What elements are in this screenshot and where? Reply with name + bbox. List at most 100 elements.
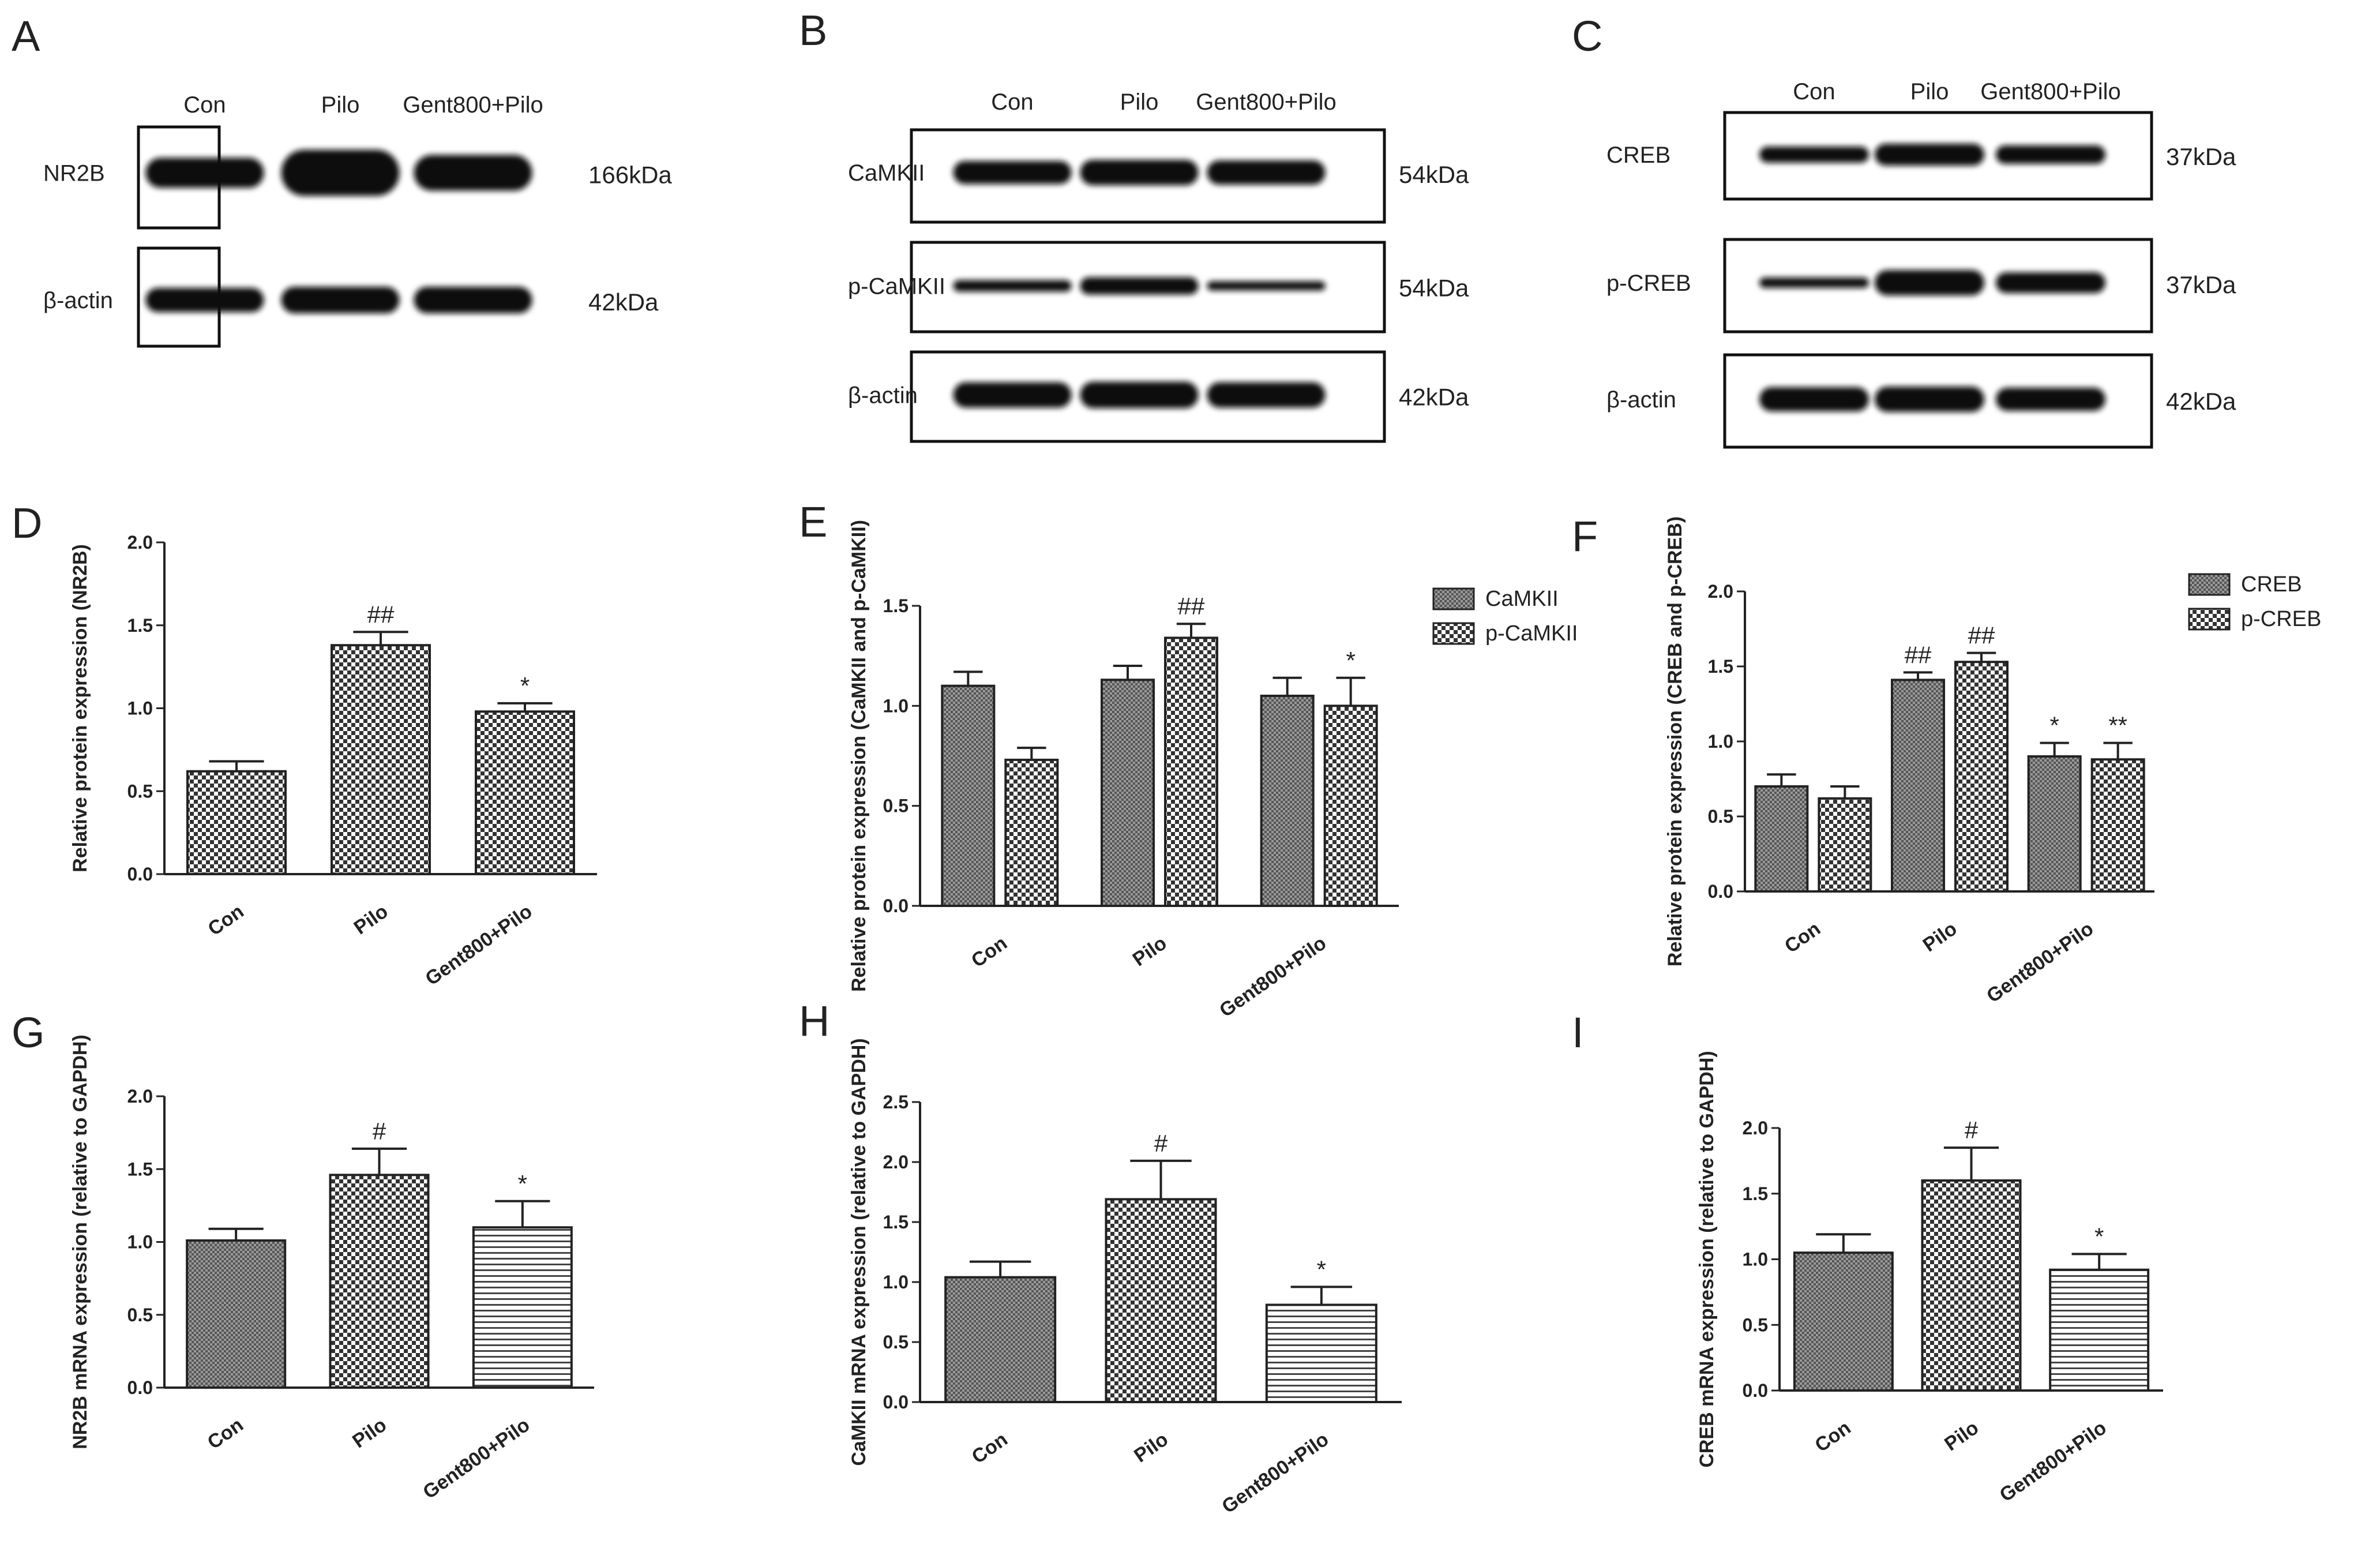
significance-mark: # bbox=[373, 1118, 386, 1145]
chart-panel-f: F 0.0 0.5 1.0 1.5 2.0 Relative protein express… bbox=[1572, 512, 2321, 1007]
panel-letter: A bbox=[12, 12, 40, 60]
panel-letter: B bbox=[799, 6, 827, 54]
protein-band bbox=[1759, 147, 1869, 163]
blot-size: 54kDa bbox=[1399, 161, 1469, 188]
blot-size: 42kDa bbox=[1399, 384, 1469, 411]
legend-swatch bbox=[1432, 587, 1475, 610]
protein-band bbox=[1759, 278, 1869, 288]
x-tick-label: Pilo bbox=[1919, 917, 1961, 956]
y-tick-label: 1.0 bbox=[883, 695, 909, 716]
blot-size: 37kDa bbox=[2166, 271, 2236, 298]
panel-letter: I bbox=[1572, 1009, 1584, 1056]
x-tick-label: Con bbox=[204, 900, 248, 940]
bar bbox=[1954, 661, 2009, 893]
bar bbox=[329, 1174, 430, 1389]
x-tick-label: Gent800+Pilo bbox=[1996, 1416, 2111, 1506]
protein-band bbox=[953, 280, 1072, 292]
legend-swatch bbox=[2188, 573, 2231, 596]
blot-size: 42kDa bbox=[2166, 388, 2236, 415]
x-tick-label: Pilo bbox=[1129, 932, 1171, 970]
blot-name: CaMKII bbox=[848, 160, 925, 186]
blot-name: p-CREB bbox=[1606, 271, 1691, 296]
x-tick-label: Gent800+Pilo bbox=[1218, 1428, 1332, 1517]
lane-label: Gent800+Pilo bbox=[1196, 89, 1337, 115]
bar bbox=[1265, 1303, 1377, 1404]
y-tick-label: 0.5 bbox=[1708, 806, 1733, 827]
chart-panel-h: H 0.0 0.5 1.0 1.5 2.0 2.5 CaMKII mRNA expressio… bbox=[799, 997, 1402, 1518]
x-tick-label: Pilo bbox=[1130, 1428, 1172, 1467]
protein-band bbox=[145, 158, 264, 188]
lane-label: Con bbox=[183, 92, 226, 118]
x-tick-label: Con bbox=[1781, 917, 1825, 957]
western-blot-panels: A Con Pilo Gent800+Pilo NR2B 166kDa β-actin 42k… bbox=[12, 6, 2236, 449]
protein-band bbox=[953, 161, 1072, 184]
y-tick-label: 1.5 bbox=[1708, 656, 1733, 677]
x-tick-label: Con bbox=[967, 932, 1011, 972]
chart-panel-g: G 0.0 0.5 1.0 1.5 2.0 NR2B mRNA expression (re… bbox=[12, 1009, 594, 1504]
significance-mark: * bbox=[2094, 1223, 2104, 1250]
blot-size: 42kDa bbox=[588, 288, 659, 316]
bar bbox=[941, 684, 996, 907]
protein-band bbox=[1080, 381, 1199, 409]
blot-name: NR2B bbox=[43, 161, 105, 186]
lane-label: Gent800+Pilo bbox=[1980, 79, 2121, 104]
bar-chart-panels: D 0.0 0.5 1.0 1.5 2.0 Relative protein express… bbox=[12, 498, 2321, 1518]
protein-band bbox=[953, 382, 1072, 408]
y-tick-label: 1.5 bbox=[127, 615, 153, 636]
bar bbox=[186, 1239, 287, 1389]
y-tick-label: 2.0 bbox=[1708, 581, 1733, 602]
y-tick-label: 0.0 bbox=[1708, 881, 1733, 902]
protein-band bbox=[1996, 388, 2105, 411]
protein-band bbox=[1996, 145, 2105, 164]
y-tick-label: 0.0 bbox=[883, 895, 909, 916]
protein-band bbox=[1207, 160, 1326, 185]
lane-label: Con bbox=[1793, 79, 1835, 104]
bar bbox=[1818, 797, 1872, 893]
x-tick-label: Gent800+Pilo bbox=[419, 1414, 534, 1503]
significance-mark: ** bbox=[2108, 712, 2127, 739]
y-tick-label: 1.5 bbox=[883, 1212, 909, 1232]
y-tick-label: 0.5 bbox=[1743, 1314, 1768, 1335]
bar bbox=[1164, 636, 1218, 907]
blot-name: β-actin bbox=[848, 383, 918, 409]
x-tick-label: Gent800+Pilo bbox=[1215, 932, 1330, 1021]
blot-name: p-CaMKII bbox=[848, 274, 945, 299]
y-axis-label: Relative protein expression (CaMKII and … bbox=[848, 520, 870, 992]
lane-label: Pilo bbox=[1120, 89, 1159, 115]
significance-mark: * bbox=[2049, 712, 2059, 739]
panel-letter: D bbox=[12, 499, 42, 547]
legend-label: p-CREB bbox=[2241, 607, 2321, 631]
protein-band bbox=[1207, 382, 1326, 408]
bar bbox=[1323, 704, 1378, 908]
protein-band bbox=[414, 155, 532, 191]
significance-mark: ## bbox=[367, 601, 395, 628]
protein-band bbox=[281, 149, 400, 196]
blot-panel-a: A Con Pilo Gent800+Pilo NR2B 166kDa β-actin 42k… bbox=[12, 12, 672, 348]
y-tick-label: 1.0 bbox=[883, 1272, 909, 1292]
significance-mark: # bbox=[1965, 1116, 1979, 1144]
blot-name: β-actin bbox=[43, 288, 113, 313]
y-tick-label: 0.5 bbox=[883, 796, 909, 816]
y-axis-label: CaMKII mRNA expression (relative to GAPD… bbox=[848, 1038, 870, 1466]
blot-name: β-actin bbox=[1606, 387, 1676, 413]
y-tick-label: 0.0 bbox=[1743, 1380, 1768, 1401]
y-axis-label: Relative protein expression (NR2B) bbox=[69, 544, 91, 872]
significance-mark: * bbox=[1346, 647, 1355, 674]
bar bbox=[2090, 758, 2145, 893]
chart-panel-i: I 0.0 0.5 1.0 1.5 2.0 CREB mRNA expression (re… bbox=[1572, 1009, 2163, 1506]
y-tick-label: 2.0 bbox=[1743, 1118, 1768, 1138]
x-tick-label: Gent800+Pilo bbox=[1983, 917, 2097, 1007]
blot-size: 54kDa bbox=[1399, 275, 1469, 302]
y-tick-label: 1.5 bbox=[127, 1159, 153, 1179]
x-tick-label: Pilo bbox=[1940, 1416, 1983, 1455]
y-tick-label: 2.0 bbox=[127, 1086, 153, 1107]
y-tick-label: 1.0 bbox=[1743, 1249, 1768, 1270]
y-tick-label: 1.0 bbox=[127, 1232, 153, 1253]
bar bbox=[1793, 1251, 1894, 1392]
y-tick-label: 1.0 bbox=[1708, 731, 1733, 752]
y-tick-label: 2.5 bbox=[883, 1092, 909, 1112]
bar bbox=[186, 770, 287, 875]
protein-band bbox=[1996, 272, 2105, 293]
lane-label: Pilo bbox=[321, 92, 360, 118]
x-tick-label: Pilo bbox=[348, 1414, 391, 1452]
